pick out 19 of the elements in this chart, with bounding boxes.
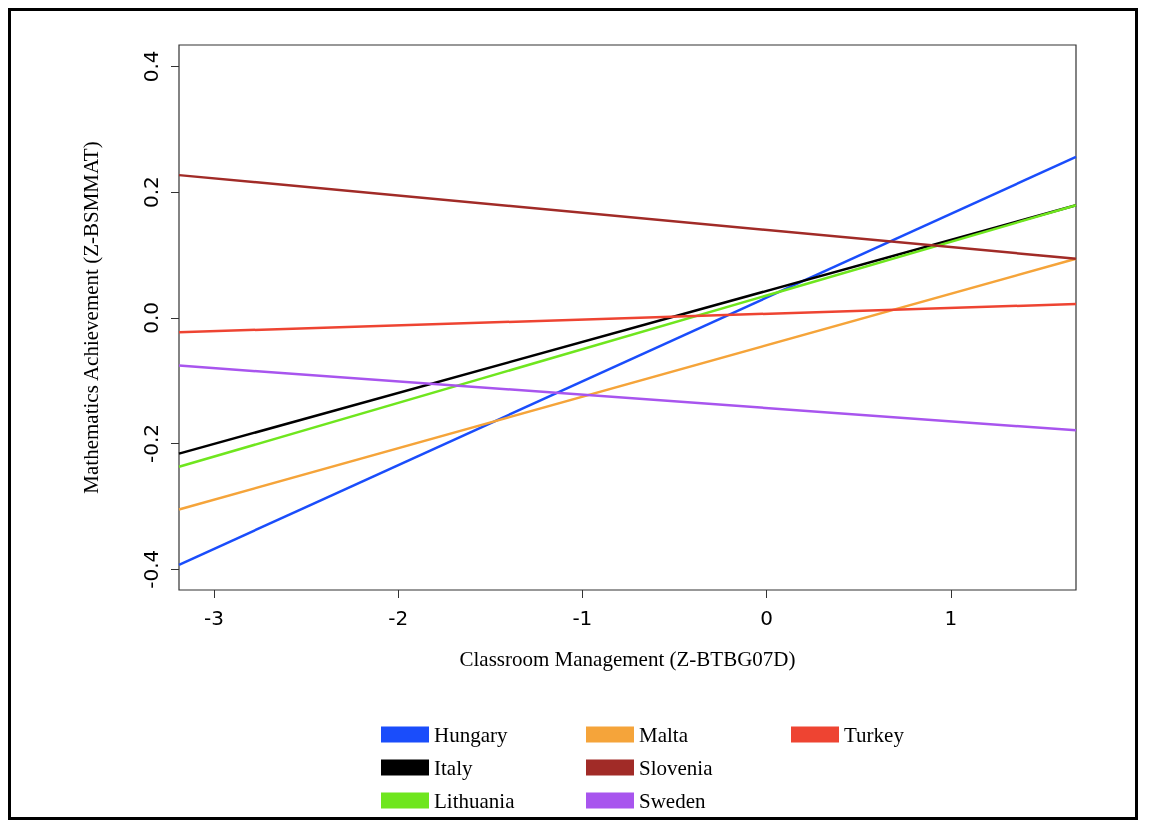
x-tick-label: 1 [944, 606, 958, 630]
y-tick-label: 0.4 [139, 50, 163, 83]
legend-label: Hungary [434, 722, 508, 747]
legend-label: Turkey [844, 722, 905, 747]
x-tick-label: -3 [204, 606, 224, 630]
x-axis-title: Classroom Management (Z-BTBG07D) [459, 646, 796, 671]
y-tick-label: 0.0 [139, 301, 163, 334]
y-axis-title: Mathematics Achievement (Z-BSMMAT) [78, 141, 103, 494]
y-tick-label: 0.2 [139, 176, 163, 208]
y-tick-label: -0.2 [139, 424, 163, 464]
y-tick-label: -0.4 [139, 549, 163, 589]
legend-label: Slovenia [639, 755, 714, 780]
legend-label: Lithuania [434, 788, 516, 813]
x-tick-label: -1 [572, 606, 593, 630]
legend-label: Sweden [639, 788, 706, 813]
x-tick-label: -2 [388, 606, 409, 630]
legend-label: Italy [434, 755, 473, 780]
legend-label: Malta [639, 722, 689, 747]
x-tick-label: 0 [760, 606, 773, 630]
